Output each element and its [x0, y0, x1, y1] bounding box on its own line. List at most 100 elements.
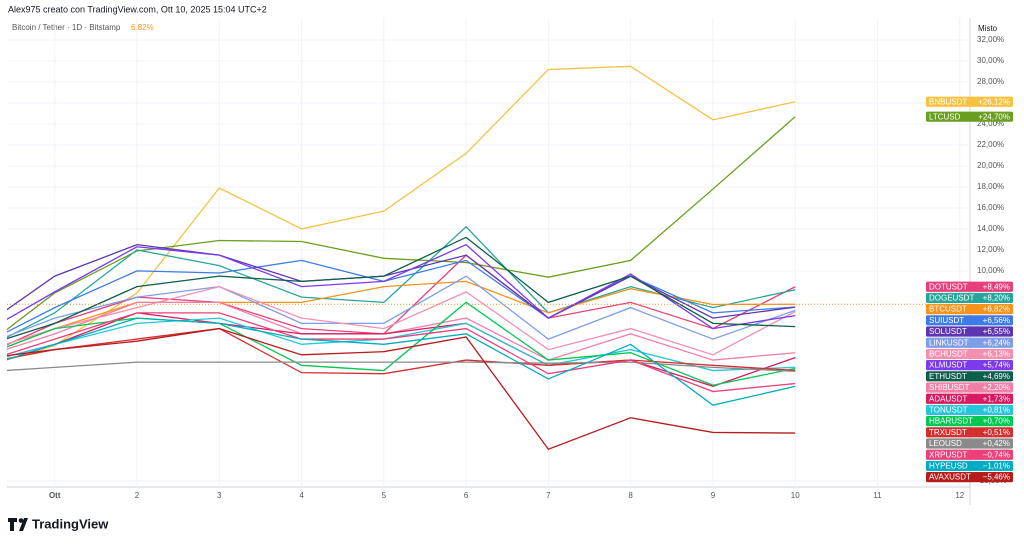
badge-bg	[926, 460, 1013, 472]
badge-bg	[926, 304, 1013, 315]
badge-bg	[926, 382, 1013, 393]
legend-label: BTCUSDT	[929, 305, 967, 314]
legend-badge: LINKUSDT +6,24%	[926, 337, 1013, 348]
legend-label: XLMUSDT	[929, 361, 967, 370]
series-line	[7, 225, 796, 338]
legend-badge: ADAUSDT +1,73%	[926, 393, 1013, 404]
symbol-change: 6,82%	[131, 23, 154, 32]
badge-bg	[926, 393, 1013, 404]
value-label: +0,51%	[983, 428, 1010, 437]
y-tick-label: 24,00%	[977, 119, 1004, 128]
series-line	[7, 312, 796, 387]
legend-label: LEOUSD	[929, 439, 962, 448]
legend-badge: XRPUSDT −0,74%	[926, 449, 1013, 460]
y-tick-label: 16,00%	[977, 203, 1004, 212]
x-tick-label: 11	[873, 491, 882, 500]
value-label: +6,82%	[983, 305, 1010, 314]
legend-badge: BTCUSDT +6,82%	[926, 304, 1013, 315]
legend-label: LTCUSD	[929, 112, 961, 121]
badge-bg	[926, 348, 1013, 360]
value-label: +26,12%	[978, 97, 1010, 106]
value-label: +1,73%	[983, 394, 1010, 403]
badge-bg	[926, 371, 1013, 382]
legend-badge: LEOUSD +0,42%	[926, 438, 1013, 449]
legend-label: LINKUSDT	[929, 338, 969, 347]
y-tick-label: 18,00%	[977, 182, 1004, 191]
badge-bg	[926, 360, 1013, 371]
y-tick-label: 30,00%	[977, 56, 1004, 65]
value-label: −1,01%	[983, 462, 1010, 471]
legend-label: BNBUSDT	[929, 97, 967, 106]
series-line	[7, 65, 796, 361]
badge-bg	[926, 449, 1013, 460]
legend-badge: HYPEUSD −1,01%	[926, 460, 1013, 472]
y-tick-label: 10,00%	[977, 266, 1004, 275]
x-tick-label: 4	[299, 491, 304, 500]
legend-label: SUIUSDT	[929, 316, 964, 325]
legend-badge: AVAXUSDT −5,46%	[926, 472, 1013, 483]
value-label: +8,49%	[983, 282, 1010, 291]
legend-badge: SOLUSDT +6,55%	[926, 326, 1013, 337]
logo-text: TradingView	[32, 516, 109, 531]
value-label: +6,55%	[983, 327, 1010, 336]
series-line	[7, 116, 796, 331]
legend-label: ETHUSDT	[929, 372, 967, 381]
x-tick-label: 8	[628, 491, 633, 500]
legend-badge: HBARUSDT +0,70%	[926, 416, 1013, 427]
series-line	[7, 312, 796, 393]
author-line: Alex975 creato con TradingView.com, Ott …	[8, 4, 267, 14]
series-line	[7, 301, 796, 361]
y-tick-label: 28,00%	[977, 77, 1004, 86]
value-label: +0,42%	[983, 439, 1010, 448]
badge-bg	[926, 281, 1013, 292]
x-tick-label: 6	[464, 491, 469, 500]
badge-bg	[926, 416, 1013, 427]
legend-badge: BNBUSDT +26,12%	[926, 96, 1013, 107]
badge-bg	[926, 111, 1013, 122]
x-tick-label: 5	[382, 491, 387, 500]
x-tick-label: 12	[955, 491, 964, 500]
y-tick-label: 12,00%	[977, 245, 1004, 254]
logo: TradingView	[8, 516, 109, 531]
legend-badge: ETHUSDT +4,69%	[926, 371, 1013, 382]
series-line	[7, 327, 796, 375]
series-line	[7, 327, 796, 451]
series-line	[7, 317, 796, 406]
value-label: +8,20%	[983, 294, 1010, 303]
value-label: +6,24%	[983, 338, 1010, 347]
badge-bg	[926, 404, 1013, 416]
symbol-line: Bitcoin / Tether · 1D · Bitstamp	[12, 23, 121, 32]
legend-badge: BCHUSDT +6,13%	[926, 348, 1013, 360]
badge-bg	[926, 427, 1013, 438]
legend-badge: SUIUSDT +6,56%	[926, 315, 1013, 326]
series-line	[7, 236, 796, 340]
legend-label: TONUSDT	[929, 406, 968, 415]
legend-label: HBARUSDT	[929, 417, 973, 426]
value-label: +4,69%	[983, 372, 1010, 381]
badge-bg	[926, 315, 1013, 326]
value-label: +6,56%	[983, 316, 1010, 325]
series-line	[7, 280, 796, 348]
x-tick-label: Ott	[49, 491, 61, 500]
legend-badge: LTCUSD +24,70%	[926, 111, 1013, 122]
legend-label: BCHUSDT	[929, 350, 968, 359]
x-tick-label: 3	[217, 491, 222, 500]
legend-badge: TONUSDT +0,81%	[926, 404, 1013, 416]
legend-label: XRPUSDT	[929, 450, 967, 459]
series-line	[7, 285, 796, 356]
value-label: −5,46%	[983, 473, 1010, 482]
y-tick-label: 22,00%	[977, 140, 1004, 149]
badge-bg	[926, 292, 1013, 304]
value-label: −0,74%	[983, 450, 1010, 459]
legend-label: TRXUSDT	[929, 428, 967, 437]
legend-badge: SHIBUSDT +2,20%	[926, 382, 1013, 393]
legend-label: HYPEUSD	[929, 462, 968, 471]
value-label: +5,74%	[983, 361, 1010, 370]
legend-label: SOLUSDT	[929, 327, 967, 336]
legend-label: ADAUSDT	[929, 394, 967, 403]
y-tick-label: 14,00%	[977, 224, 1004, 233]
legend-label: DOGEUSDT	[929, 294, 974, 303]
legend-badge: XLMUSDT +5,74%	[926, 360, 1013, 371]
y-tick-label: 32,00%	[977, 35, 1004, 44]
